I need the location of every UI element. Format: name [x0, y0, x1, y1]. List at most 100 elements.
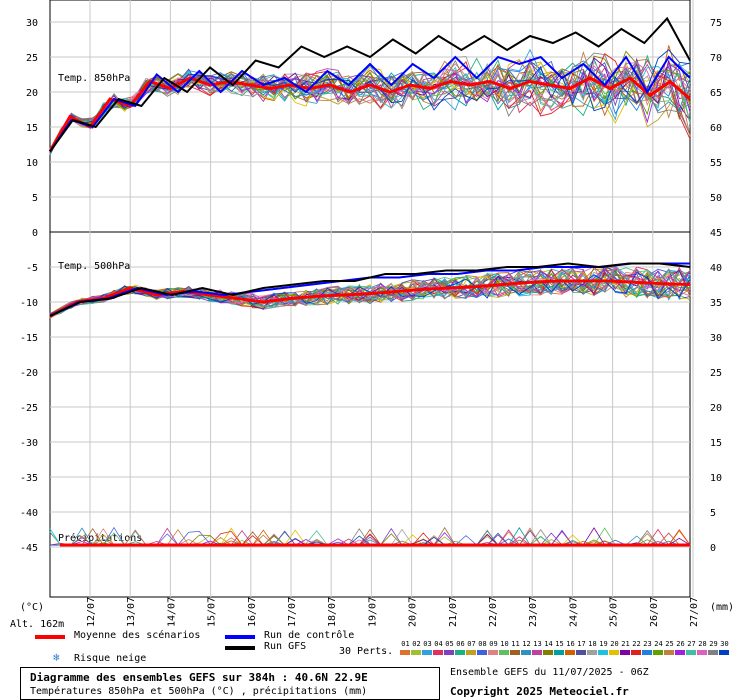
pert-color-swatch	[466, 650, 476, 655]
pert-code-label: 03	[423, 640, 432, 648]
legend-mean-swatch	[35, 635, 65, 639]
x-tick-label: 22/07	[488, 597, 499, 627]
mean-500-line	[49, 279, 691, 318]
y-tick-label-right: 15	[710, 438, 722, 449]
pert-code-label: 23	[643, 640, 652, 648]
x-tick-label: 19/07	[367, 597, 378, 627]
member-850-line	[49, 50, 691, 150]
y-tick-label-right: 40	[710, 263, 722, 274]
y-tick-label-right: 35	[710, 298, 722, 309]
pert-color-swatch	[477, 650, 487, 655]
pert-code-label: 30	[720, 640, 729, 648]
x-tick-label: 26/07	[649, 597, 660, 627]
y-tick-label-right: 60	[710, 123, 722, 134]
pert-color-swatch	[664, 650, 674, 655]
pert-color-swatch	[400, 650, 410, 655]
x-tick-label: 14/07	[166, 597, 177, 627]
y-tick-label-right: 70	[710, 53, 722, 64]
mean-850-line	[48, 76, 691, 153]
pert-code-label: 07	[467, 640, 476, 648]
pert-color-swatch	[455, 650, 465, 655]
legend-control-swatch	[225, 635, 255, 639]
y-tick-label-left: -30	[20, 438, 38, 449]
pert-color-swatch	[433, 650, 443, 655]
caption-title: Diagramme des ensembles GEFS sur 384h : …	[30, 671, 368, 684]
y-tick-label-left: -25	[20, 403, 38, 414]
pert-code-label: 16	[566, 640, 575, 648]
y-tick-label-right: 65	[710, 88, 722, 99]
y-tick-label-right: 75	[710, 18, 722, 29]
y-tick-label-left: -5	[26, 263, 38, 274]
pert-code-label: 08	[478, 640, 487, 648]
run-info: Ensemble GEFS du 11/07/2025 - 06Z	[450, 667, 649, 678]
panel-label-500: Temp. 500hPa	[58, 261, 130, 272]
pert-color-swatch	[719, 650, 729, 655]
pert-code-label: 06	[456, 640, 465, 648]
y-tick-label-left: 15	[26, 123, 38, 134]
pert-color-swatch	[708, 650, 718, 655]
pert-code-label: 29	[709, 640, 718, 648]
y-tick-label-left: 5	[32, 193, 38, 204]
pert-code-label: 20	[610, 640, 619, 648]
pert-color-swatch	[631, 650, 641, 655]
gfs-850-line	[49, 16, 691, 153]
y-tick-label-right: 0	[710, 543, 716, 554]
pert-color-swatch	[642, 650, 652, 655]
pert-code-label: 17	[577, 640, 586, 648]
pert-code-label: 01	[401, 640, 410, 648]
y-tick-label-right: 20	[710, 403, 722, 414]
pert-color-swatch	[598, 650, 608, 655]
legend-control-label: Run de contrôle	[264, 630, 355, 641]
y-tick-label-right: 25	[710, 368, 722, 379]
legend-snow-label: Risque neige	[74, 653, 147, 664]
pert-color-swatch	[609, 650, 619, 655]
pert-color-swatch	[411, 650, 421, 655]
x-tick-label: 17/07	[287, 597, 298, 627]
y-tick-label-right: 30	[710, 333, 722, 344]
y-tick-label-right: 5	[710, 508, 716, 519]
pert-color-swatch	[554, 650, 564, 655]
y-tick-label-left: -35	[20, 473, 38, 484]
legend-gfs-swatch	[225, 646, 255, 650]
copyright: Copyright 2025 Meteociel.fr	[450, 685, 629, 698]
pert-code-label: 15	[555, 640, 564, 648]
pert-code-label: 19	[599, 640, 608, 648]
pert-color-swatch	[686, 650, 696, 655]
y-tick-label-right: 50	[710, 193, 722, 204]
x-tick-label: 23/07	[528, 597, 539, 627]
panel-label-850: Temp. 850hPa	[58, 73, 130, 84]
y-tick-label-left: 20	[26, 88, 38, 99]
member-850-line	[49, 58, 691, 153]
pert-color-swatch	[587, 650, 597, 655]
pert-color-swatch	[653, 650, 663, 655]
x-tick-label: 27/07	[689, 597, 700, 627]
x-tick-label: 16/07	[247, 597, 258, 627]
pert-color-swatch	[543, 650, 553, 655]
pert-color-swatch	[532, 650, 542, 655]
left-axis-unit: (°C)	[20, 602, 44, 613]
x-tick-label: 18/07	[327, 597, 338, 627]
pert-color-swatch	[576, 650, 586, 655]
pert-color-swatch	[565, 650, 575, 655]
y-tick-label-left: 0	[32, 228, 38, 239]
pert-code-label: 21	[621, 640, 630, 648]
caption-box: Diagramme des ensembles GEFS sur 384h : …	[20, 667, 440, 700]
pert-code-label: 28	[698, 640, 707, 648]
member-850-line	[49, 58, 691, 154]
snowflake-icon: ❄	[53, 651, 60, 664]
y-tick-label-right: 55	[710, 158, 722, 169]
y-tick-label-right: 10	[710, 473, 722, 484]
pert-color-swatch	[697, 650, 707, 655]
pert-code-label: 11	[511, 640, 520, 648]
pert-code-label: 27	[687, 640, 696, 648]
legend-gfs-label: Run GFS	[264, 641, 307, 652]
pert-code-label: 05	[445, 640, 454, 648]
y-tick-label-left: 30	[26, 18, 38, 29]
pert-code-label: 26	[676, 640, 685, 648]
member-500-line	[49, 268, 691, 315]
caption-subtitle: Températures 850hPa et 500hPa (°C) , pré…	[30, 686, 368, 697]
pert-code-label: 18	[588, 640, 597, 648]
perturbations-label: 30 Perts.	[339, 646, 394, 657]
altitude-label: Alt. 162m	[10, 619, 64, 630]
x-tick-label: 20/07	[408, 597, 419, 627]
